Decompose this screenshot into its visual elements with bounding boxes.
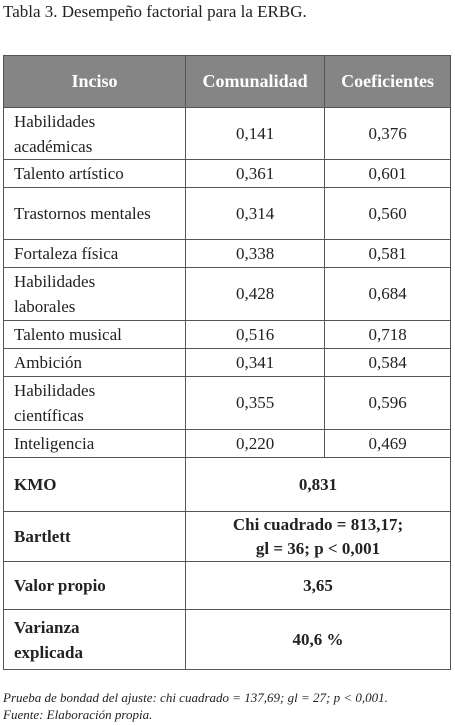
value-line: 0,831: [298, 474, 338, 494]
item-cell: Habilidades académicas: [3, 107, 186, 160]
cell-text: 0,220: [235, 433, 275, 453]
value-line: 40,6 %: [292, 629, 344, 649]
summary-value: 0,831: [185, 457, 451, 512]
table-notes: Prueba de bondad del ajuste: chi cuadrad…: [3, 689, 388, 723]
label-line: Varianza: [14, 617, 80, 637]
summary-row: Varianza explicada 40,6 %: [3, 609, 451, 670]
summary-value: Chi cuadrado = 813,17; gl = 36; p < 0,001: [185, 511, 451, 562]
data-row: Inteligencia 0,220 0,469: [3, 429, 451, 458]
value-cell: 0,469: [324, 429, 451, 458]
item-cell: Inteligencia: [3, 429, 186, 458]
cell-text: 0,596: [368, 393, 407, 412]
cell-text: Habilidades científicas: [14, 381, 96, 425]
summary-row: Bartlett Chi cuadrado = 813,17; gl = 36; p…: [3, 511, 451, 562]
data-row: Habilidades científicas 0,355 0,596: [3, 376, 451, 430]
summary-value: 3,65: [185, 561, 451, 610]
cell-text: Habilidades académicas: [14, 111, 96, 156]
cell-text: 0,314: [235, 203, 275, 223]
label-line: KMO: [14, 475, 57, 494]
value-cell: 0,220: [184, 429, 326, 458]
item-cell: Fortaleza física: [3, 239, 186, 268]
cell-text: 0,684: [368, 284, 407, 303]
note-line: Prueba de bondad del ajuste: chi cuadrad…: [3, 690, 388, 705]
cell-text: 0,469: [368, 433, 407, 453]
data-row: Habilidades laborales 0,428 0,684: [3, 267, 451, 321]
summary-value: 40,6 %: [185, 609, 451, 670]
value-line: Chi cuadrado = 813,17;: [232, 514, 404, 534]
cell-text: Inteligencia: [14, 434, 95, 453]
cell-text: Talento artístico: [14, 164, 124, 183]
value-cell: 0,314: [184, 187, 326, 240]
item-cell: Ambición: [3, 348, 186, 377]
value-cell: 0,428: [184, 267, 326, 321]
item-cell: Habilidades científicas: [3, 376, 186, 430]
data-row: Fortaleza física 0,338 0,581: [3, 239, 451, 268]
cell-text: 0,338: [235, 243, 275, 263]
cell-text: 0,361: [235, 163, 275, 183]
header-cell: Comunalidad: [184, 55, 326, 108]
value-cell: 0,581: [324, 239, 451, 268]
cell-text: 0,341: [235, 352, 275, 372]
cell-text: 0,560: [368, 203, 407, 223]
value-cell: 0,718: [324, 320, 451, 349]
value-line: 3,65: [303, 575, 333, 595]
summary-label: KMO: [3, 457, 186, 512]
data-table: Inciso Comunalidad Coeficientes Habilidades…: [3, 55, 451, 670]
value-cell: 0,684: [324, 267, 451, 321]
cell-text: 0,601: [368, 163, 407, 183]
cell-text: 0,428: [235, 284, 275, 303]
item-cell: Habilidades laborales: [3, 267, 186, 321]
value-cell: 0,355: [184, 376, 326, 430]
cell-text: 0,584: [368, 352, 407, 372]
value-cell: 0,141: [184, 107, 326, 160]
value-cell: 0,560: [324, 187, 451, 240]
item-cell: Trastornos mentales: [3, 187, 186, 240]
cell-text: Habilidades laborales: [14, 272, 96, 316]
summary-label: Valor propio: [3, 561, 186, 610]
cell-text: Fortaleza física: [14, 244, 119, 263]
value-cell: 0,601: [324, 159, 451, 188]
value-cell: 0,341: [184, 348, 326, 377]
value-cell: 0,516: [184, 320, 326, 349]
data-row: Ambición 0,341 0,584: [3, 348, 451, 377]
cell-text: Trastornos mentales: [14, 204, 151, 223]
label-line: Valor propio: [14, 576, 106, 595]
value-cell: 0,338: [184, 239, 326, 268]
summary-label: Varianza explicada: [3, 609, 186, 670]
value-cell: 0,361: [184, 159, 326, 188]
cell-text: Talento musical: [14, 325, 122, 344]
summary-label: Bartlett: [3, 511, 186, 562]
cell-text: 0,516: [235, 324, 275, 344]
header-cell: Inciso: [3, 55, 186, 108]
data-row: Habilidades académicas 0,141 0,376: [3, 107, 451, 160]
value-cell: 0,376: [324, 107, 451, 160]
summary-row: KMO 0,831: [3, 457, 451, 512]
note-line: Fuente: Elaboración propia.: [3, 707, 153, 722]
summary-row: Valor propio 3,65: [3, 561, 451, 610]
value-cell: 0,584: [324, 348, 451, 377]
cell-text: 0,581: [368, 243, 407, 263]
value-cell: 0,596: [324, 376, 451, 430]
cell-text: 0,376: [368, 123, 407, 143]
cell-text: Ambición: [14, 353, 82, 372]
cell-text: 0,355: [235, 393, 275, 412]
label-line: explicada: [14, 642, 83, 662]
cell-text: 0,718: [368, 324, 407, 344]
item-cell: Talento artístico: [3, 159, 186, 188]
table-caption: Tabla 3. Desempeño factorial para la ERB…: [3, 2, 307, 21]
item-cell: Talento musical: [3, 320, 186, 349]
header-cell: Coeficientes: [324, 55, 451, 108]
data-row: Talento musical 0,516 0,718: [3, 320, 451, 349]
cell-text: 0,141: [235, 123, 275, 143]
data-row: Trastornos mentales 0,314 0,560: [3, 187, 451, 240]
label-line: Bartlett: [14, 527, 71, 546]
header-row: Inciso Comunalidad Coeficientes: [3, 55, 451, 108]
value-line: gl = 36; p < 0,001: [255, 538, 381, 558]
data-row: Talento artístico 0,361 0,601: [3, 159, 451, 188]
